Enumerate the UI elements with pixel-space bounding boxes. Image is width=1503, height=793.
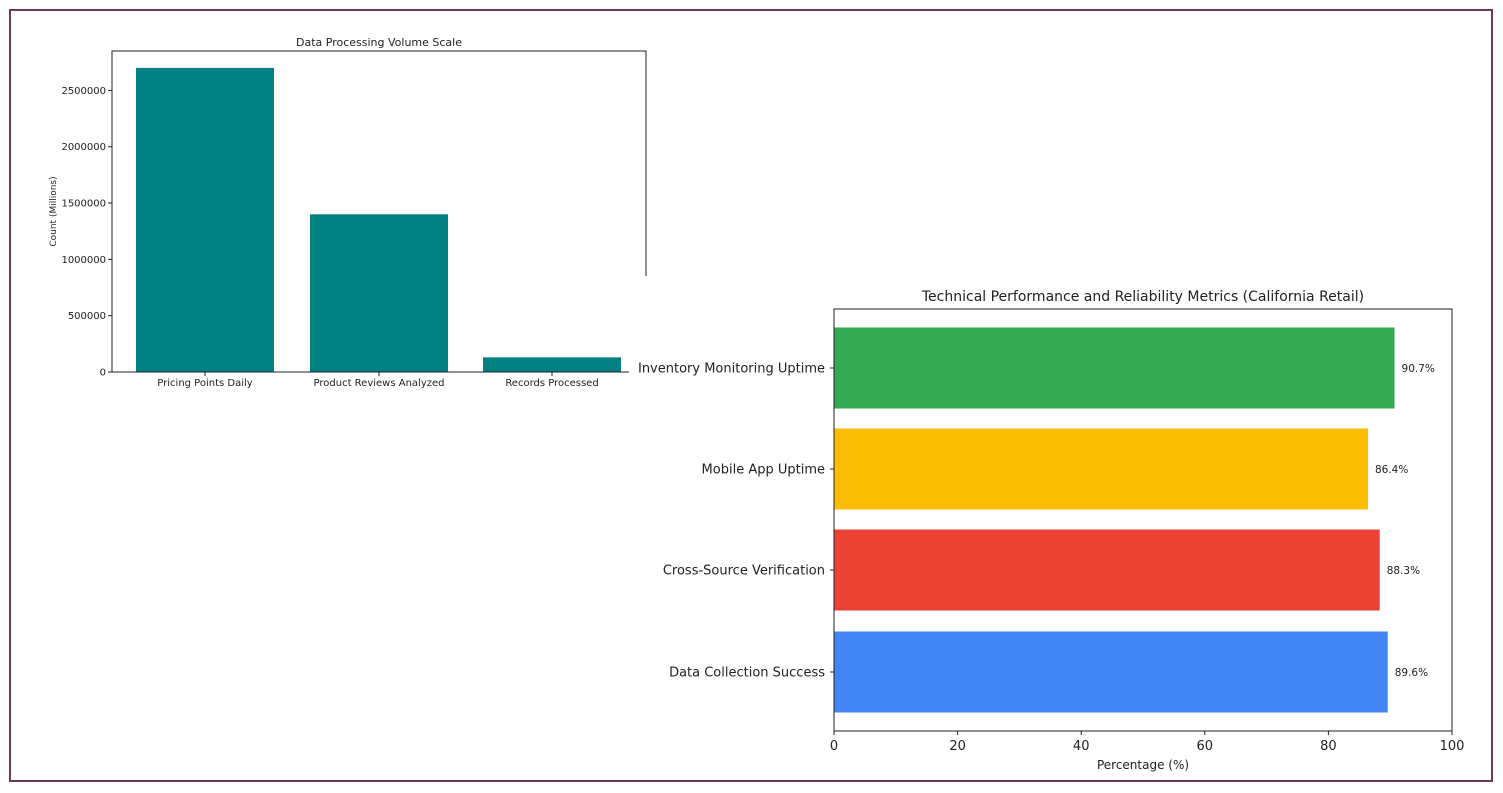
y-tick-label: 1500000	[61, 199, 106, 210]
reliability-chart-svg: Technical Performance and Reliability Me…	[638, 289, 1465, 772]
bar	[834, 529, 1380, 611]
bar	[310, 214, 448, 372]
y-tick-label: Data Collection Success	[669, 666, 825, 681]
y-tick-label: 500000	[68, 311, 106, 322]
bar	[483, 357, 621, 372]
bar	[136, 67, 274, 372]
y-tick-label: 1000000	[61, 255, 106, 266]
reliability-chart-title: Technical Performance and Reliability Me…	[921, 289, 1364, 305]
volume-chart-svg: Data Processing Volume Scale Count (Mill…	[49, 36, 647, 389]
x-tick-label: 60	[1197, 739, 1214, 754]
x-tick-label: Pricing Points Daily	[157, 378, 252, 389]
y-tick-label: 2000000	[61, 142, 106, 153]
volume-chart-ylabel: Count (Millions)	[49, 176, 59, 246]
bar	[834, 327, 1395, 409]
y-tick-label: 2500000	[61, 86, 106, 97]
volume-chart: Data Processing Volume Scale Count (Mill…	[30, 28, 660, 403]
reliability-chart-xlabel: Percentage (%)	[1097, 758, 1189, 772]
x-tick-label: 20	[949, 739, 966, 754]
x-tick-label: 80	[1320, 739, 1337, 754]
value-label: 86.4%	[1375, 464, 1408, 476]
volume-chart-title: Data Processing Volume Scale	[296, 36, 462, 49]
y-tick-label: 0	[100, 368, 106, 379]
y-tick-label: Mobile App Uptime	[702, 463, 825, 478]
value-label: 90.7%	[1402, 363, 1435, 375]
x-tick-label: 0	[830, 739, 838, 754]
value-label: 89.6%	[1395, 667, 1428, 679]
y-tick-label: Cross-Source Verification	[663, 564, 825, 579]
reliability-chart: Technical Performance and Reliability Me…	[629, 276, 1476, 783]
plot-frame	[833, 308, 1453, 732]
bar	[834, 631, 1388, 713]
y-tick-label: Inventory Monitoring Uptime	[638, 362, 825, 377]
x-tick-label: Product Reviews Analyzed	[314, 378, 445, 389]
x-tick-label: 100	[1440, 739, 1465, 754]
x-tick-label: 40	[1073, 739, 1090, 754]
bar	[834, 428, 1368, 510]
value-label: 88.3%	[1387, 565, 1420, 577]
x-tick-label: Records Processed	[505, 378, 598, 389]
plot-frame	[111, 50, 647, 373]
